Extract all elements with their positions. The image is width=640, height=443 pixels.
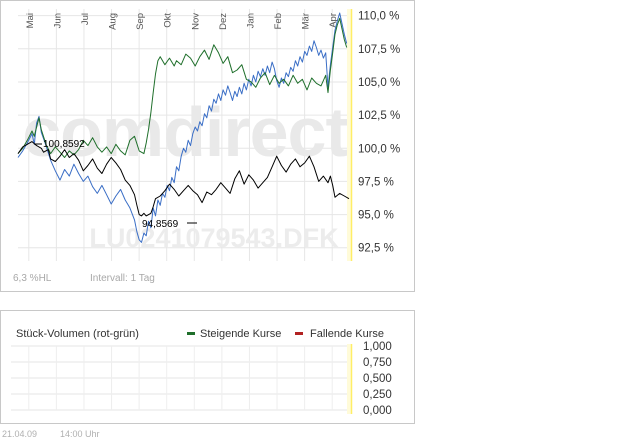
month-label: Jun (52, 13, 63, 28)
month-label: Sep (135, 13, 146, 30)
right-axis-band (347, 9, 352, 261)
volume-chart-panel: Stück-Volumen (rot-grün) Steigende Kurse… (0, 310, 415, 424)
y-tick-label: 105,0 % (358, 77, 400, 89)
volume-tick-label: 1,000 (363, 341, 392, 353)
legend-falling-label: Fallende Kurse (310, 328, 384, 340)
interval-label: Intervall: 1 Tag (90, 273, 155, 284)
legend-rising-swatch (187, 332, 195, 335)
volume-chart: Stück-Volumen (rot-grün) Steigende Kurse… (11, 328, 392, 417)
security-id: LU0241079543.DFK (89, 223, 339, 253)
volume-y-axis-labels: 1,000 0,750 0,500 0,250 0,000 (363, 341, 392, 417)
month-label: Jan (245, 13, 256, 28)
y-tick-label: 110,0 % (358, 11, 399, 23)
footer-time: 14:00 Uhr (60, 429, 100, 439)
price-chart: comdirect LU0241079543.DFK Mai Jun Jul Aug S… (13, 9, 400, 284)
low-annotation: 94,8569 (142, 219, 179, 230)
series-line-index_blue (17, 12, 348, 243)
month-label: Mär (301, 13, 312, 29)
month-label: Apr (328, 13, 339, 28)
volume-grid (11, 345, 349, 411)
volume-tick-label: 0,750 (363, 357, 392, 369)
month-label: Dez (218, 13, 229, 30)
price-chart-panel: comdirect LU0241079543.DFK Mai Jun Jul Aug S… (0, 0, 415, 292)
legend-falling-swatch (295, 332, 303, 335)
volume-axis-band (347, 344, 352, 414)
y-axis-labels: 110,0 % 107,5 % 105,0 % 102,5 % 100,0 % 97,5 … (358, 11, 400, 255)
month-label: Feb (273, 13, 284, 29)
y-tick-label: 92,5 % (358, 243, 394, 255)
month-label: Jul (80, 13, 91, 25)
y-tick-label: 102,5 % (358, 110, 400, 122)
volume-tick-label: 0,500 (363, 373, 392, 385)
volume-tick-label: 0,000 (363, 405, 392, 417)
volume-title: Stück-Volumen (rot-grün) (16, 328, 139, 340)
month-label: Nov (190, 13, 201, 30)
high-annotation: 100,8592 (43, 139, 85, 150)
series-line-index_green (17, 17, 348, 158)
hl-label: 6,3 %HL (13, 273, 52, 284)
series-line-fund (17, 141, 350, 217)
legend-rising-label: Steigende Kurse (200, 328, 281, 340)
y-tick-label: 95,0 % (358, 210, 394, 222)
y-tick-label: 107,5 % (358, 44, 400, 56)
watermark: comdirect (22, 93, 348, 171)
volume-tick-label: 0,250 (363, 389, 392, 401)
footer-date: 21.04.09 (2, 429, 38, 439)
y-tick-label: 100,0 % (358, 143, 400, 155)
x-axis-labels: Mai Jun Jul Aug Sep Okt Nov Dez Jan Feb Mär Apr (25, 13, 339, 30)
month-label: Mai (25, 13, 36, 28)
series-layer (17, 12, 350, 243)
month-label: Okt (163, 13, 174, 28)
y-tick-label: 97,5 % (358, 176, 394, 188)
month-label: Aug (108, 13, 119, 30)
